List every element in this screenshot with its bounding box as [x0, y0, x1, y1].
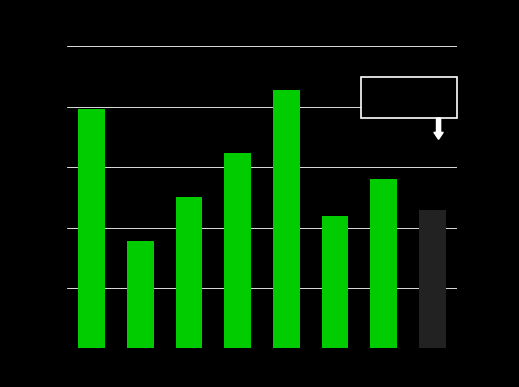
- Bar: [78, 109, 105, 348]
- Bar: [224, 153, 251, 348]
- Bar: [322, 216, 348, 348]
- Bar: [127, 241, 154, 348]
- Bar: [371, 178, 397, 348]
- Bar: [419, 210, 446, 348]
- Bar: [273, 91, 300, 348]
- Bar: [176, 197, 202, 348]
